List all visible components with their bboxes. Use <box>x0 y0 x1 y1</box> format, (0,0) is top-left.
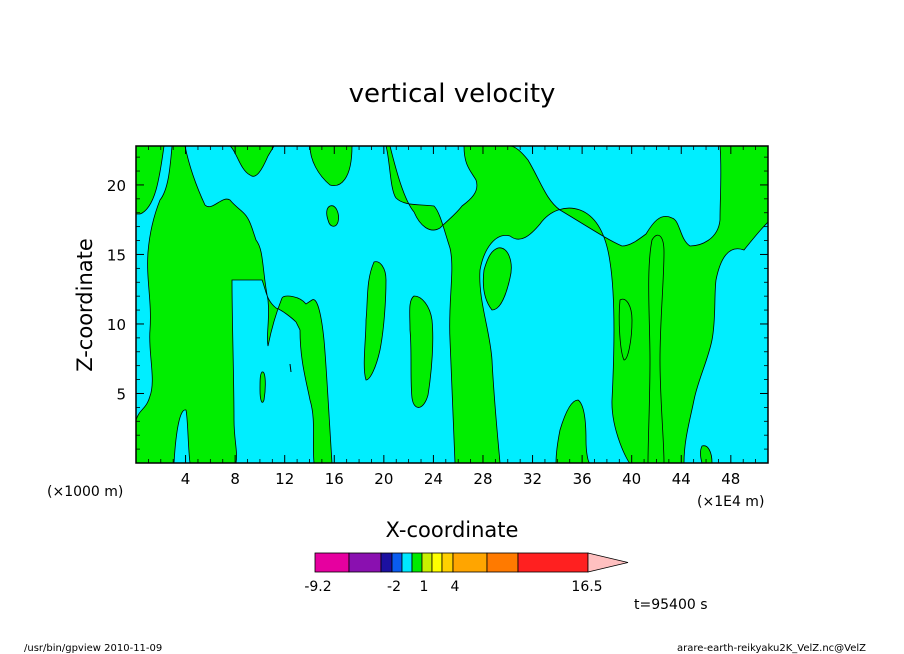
x-tick-label: 12 <box>275 470 294 488</box>
colorbar-swatch <box>441 552 454 573</box>
updraft-region-9 <box>326 205 339 227</box>
colorbar-swatch <box>431 552 443 573</box>
colorbar-swatch <box>517 552 589 573</box>
colorbar-tick-label: 1 <box>420 579 429 595</box>
footer-left: /usr/bin/gpview 2010-11-09 <box>24 643 162 654</box>
colorbar: -9.2 -2 1 4 16.5 <box>304 552 629 595</box>
y-tick-label: 10 <box>107 316 126 334</box>
x-tick-label: 8 <box>230 470 240 488</box>
updraft-region-4 <box>409 295 434 408</box>
plot-frame <box>135 145 769 464</box>
colorbar-swatch <box>348 552 382 573</box>
updraft-region-7 <box>647 234 665 463</box>
updraft-region-1 <box>136 146 333 463</box>
contour-speck <box>289 363 292 373</box>
footer-right: arare-earth-reikyaku2K_VelZ.nc@VelZ <box>677 643 866 654</box>
x-tick-label: 32 <box>523 470 542 488</box>
colorbar-swatch <box>380 552 393 573</box>
x-tick-label: 16 <box>325 470 344 488</box>
updraft-region-5 <box>363 261 387 381</box>
colorbar-swatch <box>391 552 403 573</box>
x-tick-label: 24 <box>424 470 443 488</box>
time-label: t=95400 s <box>634 597 708 613</box>
y-tick-label: 20 <box>107 177 126 195</box>
y-axis: 5 10 15 20 <box>107 156 768 450</box>
colorbar-swatch <box>401 552 413 573</box>
colorbar-tick-label: -9.2 <box>304 579 331 595</box>
updraft-region-12 <box>136 146 165 215</box>
x-tick-label: 28 <box>473 470 492 488</box>
x-tick-label: 40 <box>622 470 641 488</box>
plot-area <box>136 146 768 463</box>
colorbar-tick-label: 16.5 <box>571 579 602 595</box>
colorbar-tick-label: 4 <box>451 579 460 595</box>
colorbar-swatch <box>486 552 519 573</box>
colorbar-swatch <box>314 552 350 573</box>
chart-title: vertical velocity <box>349 79 556 109</box>
colorbar-swatch <box>411 552 423 573</box>
x-tick-label: 44 <box>672 470 691 488</box>
colorbar-tick-label: -2 <box>387 579 401 595</box>
x-axis-label: X-coordinate <box>386 518 519 542</box>
x-tick-label: 48 <box>721 470 740 488</box>
updraft-region-6 <box>555 399 591 463</box>
updraft-region-10 <box>259 371 266 403</box>
y-axis-label: Z-coordinate <box>73 238 97 372</box>
colorbar-swatch <box>452 552 488 573</box>
x-tick-label: 4 <box>181 470 191 488</box>
x-tick-label: 36 <box>573 470 592 488</box>
y-tick-label: 5 <box>116 385 126 403</box>
colorbar-swatch <box>421 552 433 573</box>
updraft-region-11 <box>700 445 713 463</box>
y-tick-label: 15 <box>107 246 126 264</box>
x-unit-right: (×1E4 m) <box>697 494 764 510</box>
updraft-region-3 <box>482 247 512 311</box>
colorbar-extend-arrow <box>587 552 629 573</box>
updraft-region-8 <box>618 298 633 361</box>
x-unit-left: (×1000 m) <box>47 484 123 500</box>
x-axis: 4 8 12 16 20 24 28 32 36 40 44 48 <box>147 146 757 488</box>
x-tick-label: 20 <box>374 470 393 488</box>
